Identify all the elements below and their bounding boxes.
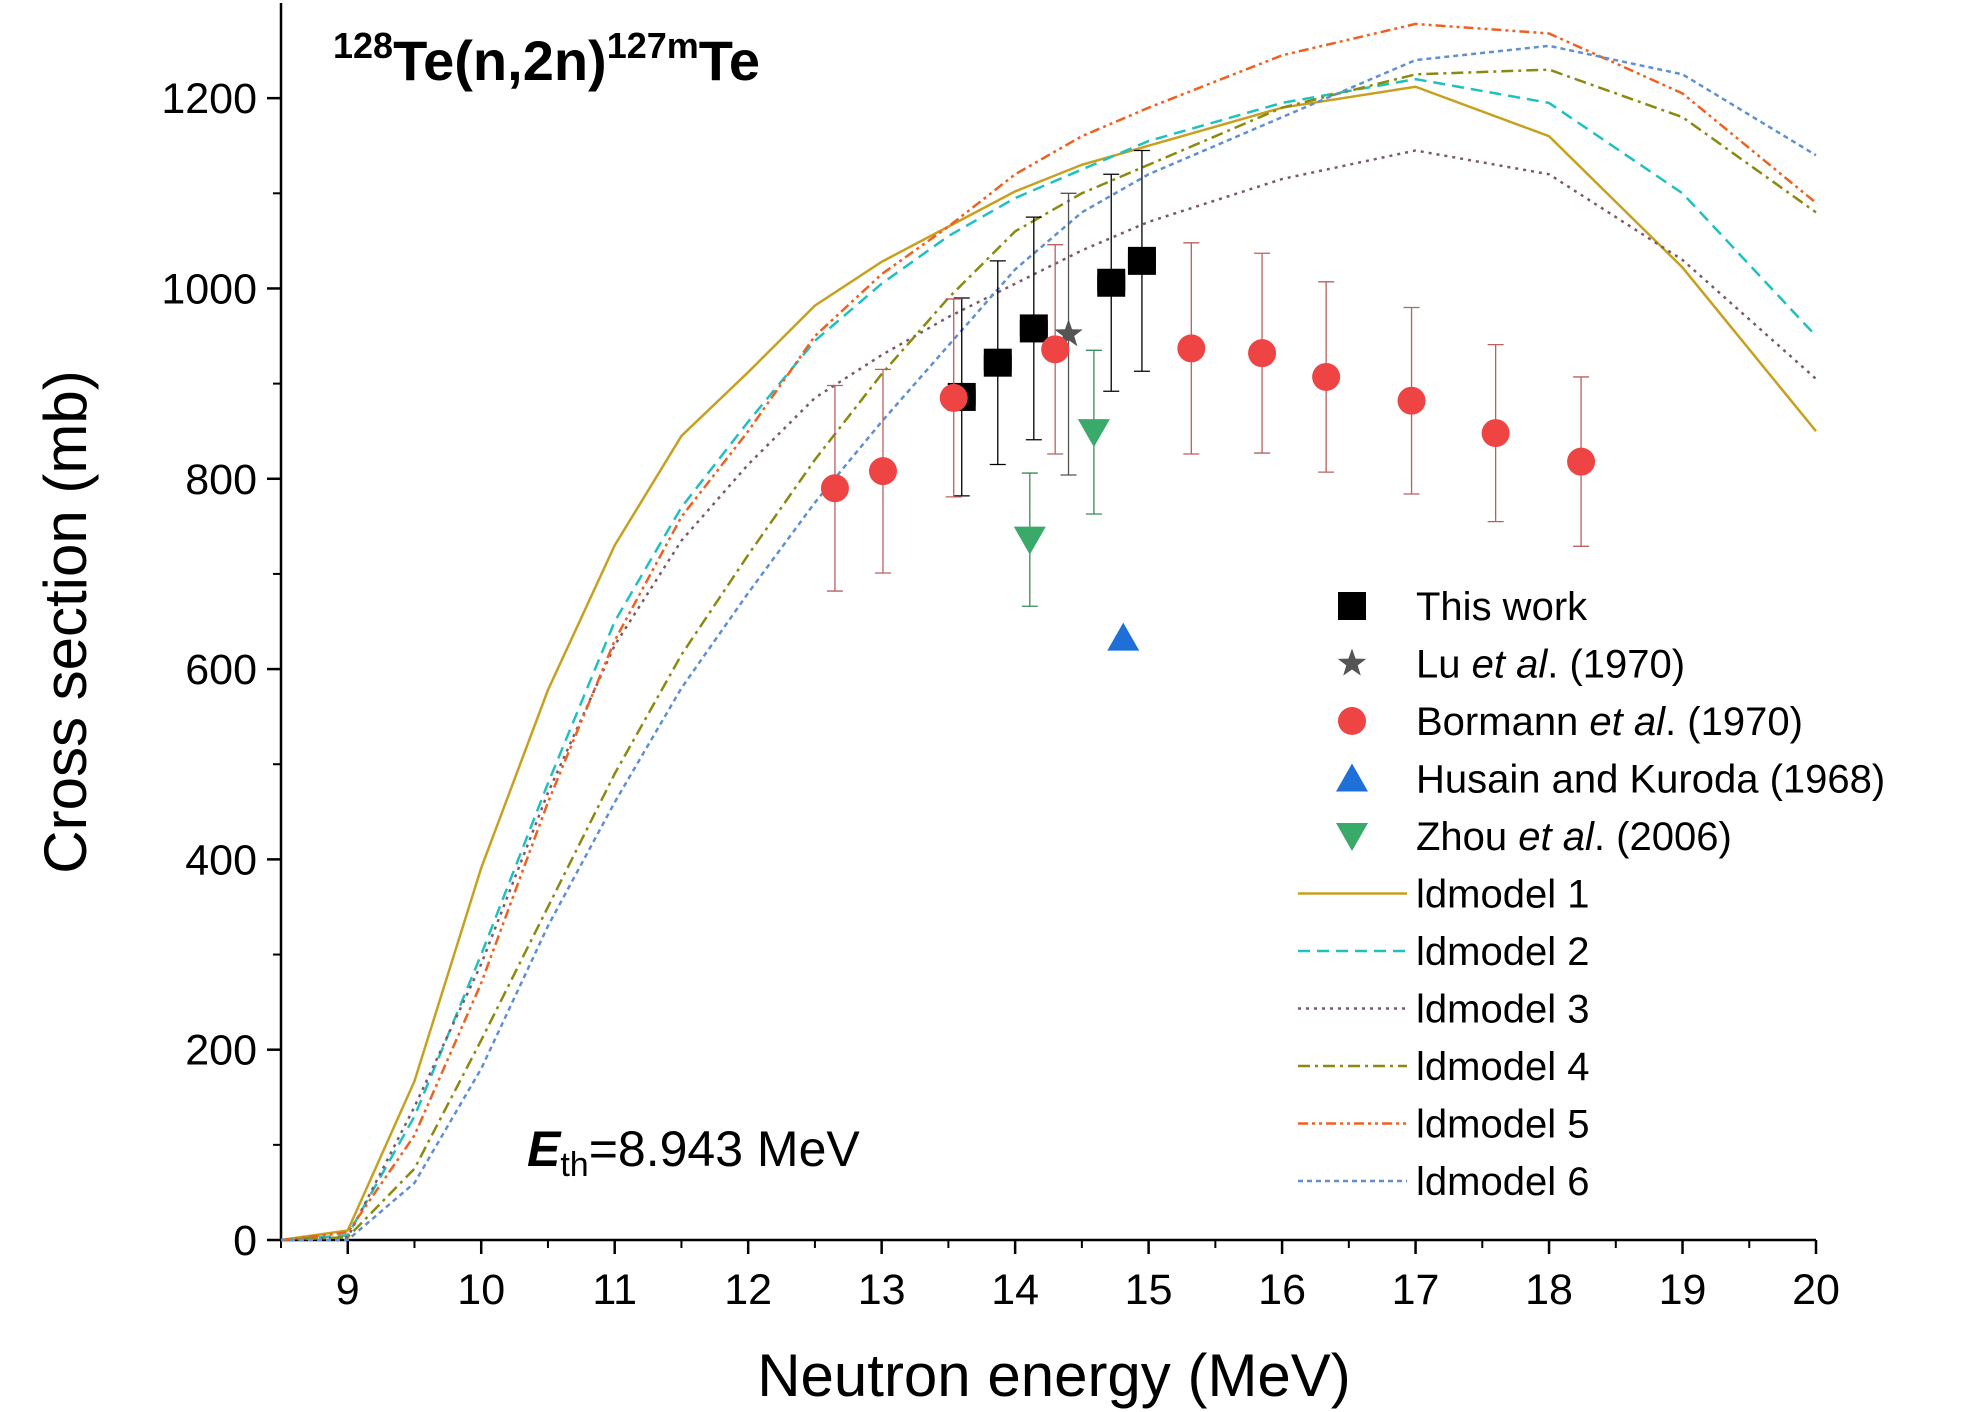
- line: [280, 149, 1817, 1242]
- legend-entry: ldmodel 4: [1298, 1045, 1589, 1089]
- x-tick-label: 10: [457, 1266, 505, 1314]
- marker-circle: [1397, 386, 1426, 415]
- x-tick-label: 9: [336, 1266, 360, 1314]
- line: [280, 22, 1817, 1242]
- legend-label: ldmodel 4: [1416, 1045, 1589, 1089]
- model-curve: [280, 77, 1817, 1242]
- marker-star: [1337, 648, 1367, 676]
- legend-entry: ldmodel 2: [1298, 930, 1589, 974]
- legend-label: Zhou et al. (2006): [1416, 815, 1732, 859]
- y-axis-label: Cross section (mb): [32, 370, 99, 873]
- marker-square: [1338, 592, 1366, 620]
- x-tick-label: 19: [1659, 1266, 1707, 1314]
- model-curve: [280, 149, 1817, 1242]
- x-tick-label: 18: [1525, 1266, 1573, 1314]
- x-tick-label: 20: [1792, 1266, 1840, 1314]
- legend-label: ldmodel 5: [1416, 1103, 1589, 1147]
- marker-square: [983, 348, 1012, 377]
- legend-entry: ldmodel 1: [1298, 873, 1589, 917]
- title-mass: 127m: [607, 25, 699, 66]
- data-points: [1013, 349, 1110, 607]
- model-curve: [280, 68, 1817, 1242]
- title-reaction: Te(n,2n): [393, 29, 607, 92]
- data-points: [1107, 622, 1140, 651]
- marker-circle: [1248, 339, 1277, 368]
- x-tick-label: 12: [724, 1266, 772, 1314]
- legend-label: Bormann et al. (1970): [1416, 700, 1803, 744]
- legend-entry: ldmodel 5: [1298, 1103, 1589, 1147]
- data-points: [820, 242, 1596, 592]
- y-tick-label: 0: [233, 1217, 257, 1265]
- legend-entry: Lu et al. (1970): [1337, 643, 1685, 687]
- y-tick-label: 800: [185, 456, 257, 504]
- marker-circle: [1041, 335, 1070, 364]
- legend-entry: ldmodel 3: [1298, 988, 1589, 1032]
- marker-circle: [1338, 707, 1366, 735]
- y-tick-label: 600: [185, 646, 257, 694]
- y-tick-label: 200: [185, 1027, 257, 1075]
- legend-label: Lu et al. (1970): [1416, 643, 1685, 687]
- marker-circle: [1567, 447, 1596, 476]
- marker-circle: [868, 457, 897, 486]
- marker-triangle-down: [1077, 419, 1110, 448]
- marker-circle: [939, 383, 968, 412]
- model-curve: [280, 22, 1817, 1242]
- legend-label: ldmodel 6: [1416, 1160, 1589, 1204]
- marker-square: [1127, 246, 1156, 275]
- marker-triangle-up: [1336, 763, 1368, 792]
- marker-triangle-down: [1013, 526, 1046, 555]
- legend-label: This work: [1416, 585, 1588, 629]
- legend-entry: Bormann et al. (1970): [1338, 700, 1803, 744]
- annotation-text: =8.943 MeV: [589, 1121, 861, 1177]
- chart-title: 128Te(n,2n)127mTe: [333, 25, 760, 92]
- legend-label: ldmodel 2: [1416, 930, 1589, 974]
- annotation-subscript: th: [560, 1146, 588, 1184]
- marker-triangle-up: [1107, 622, 1140, 651]
- x-tick-label: 15: [1125, 1266, 1173, 1314]
- marker-circle: [1177, 334, 1206, 363]
- marker-triangle-down: [1336, 823, 1368, 851]
- marker-square: [1097, 268, 1126, 297]
- y-tick-label: 1000: [161, 265, 257, 313]
- legend-label: ldmodel 1: [1416, 873, 1589, 917]
- x-tick-label: 14: [991, 1266, 1039, 1314]
- legend-entry: Husain and Kuroda (1968): [1336, 758, 1885, 802]
- marker-square: [1019, 314, 1048, 343]
- marker-circle: [820, 474, 849, 503]
- marker-circle: [1312, 362, 1341, 391]
- x-tick-label: 13: [858, 1266, 906, 1314]
- line: [280, 85, 1817, 1242]
- line: [280, 77, 1817, 1242]
- legend-entry: ldmodel 6: [1298, 1160, 1589, 1204]
- marker-star: [1054, 319, 1083, 347]
- x-tick-label: 11: [592, 1266, 637, 1314]
- data-points: [1054, 192, 1083, 476]
- x-axis-label: Neutron energy (MeV): [757, 1342, 1351, 1409]
- title-element: Te: [699, 29, 760, 92]
- legend-label: ldmodel 3: [1416, 988, 1589, 1032]
- y-tick-label: 1200: [161, 75, 257, 123]
- line: [280, 68, 1817, 1242]
- legend-label: Husain and Kuroda (1968): [1416, 758, 1885, 802]
- y-tick-label: 400: [185, 836, 257, 884]
- x-tick-label: 16: [1258, 1266, 1306, 1314]
- title-mass: 128: [333, 25, 393, 66]
- annotation: Eth=8.943 MeV: [527, 1121, 860, 1184]
- marker-circle: [1481, 419, 1510, 448]
- annotation-symbol: E: [527, 1121, 562, 1177]
- x-tick-label: 17: [1392, 1266, 1440, 1314]
- model-curve: [280, 85, 1817, 1242]
- legend-entry: This work: [1338, 585, 1588, 629]
- legend-entry: Zhou et al. (2006): [1336, 815, 1732, 859]
